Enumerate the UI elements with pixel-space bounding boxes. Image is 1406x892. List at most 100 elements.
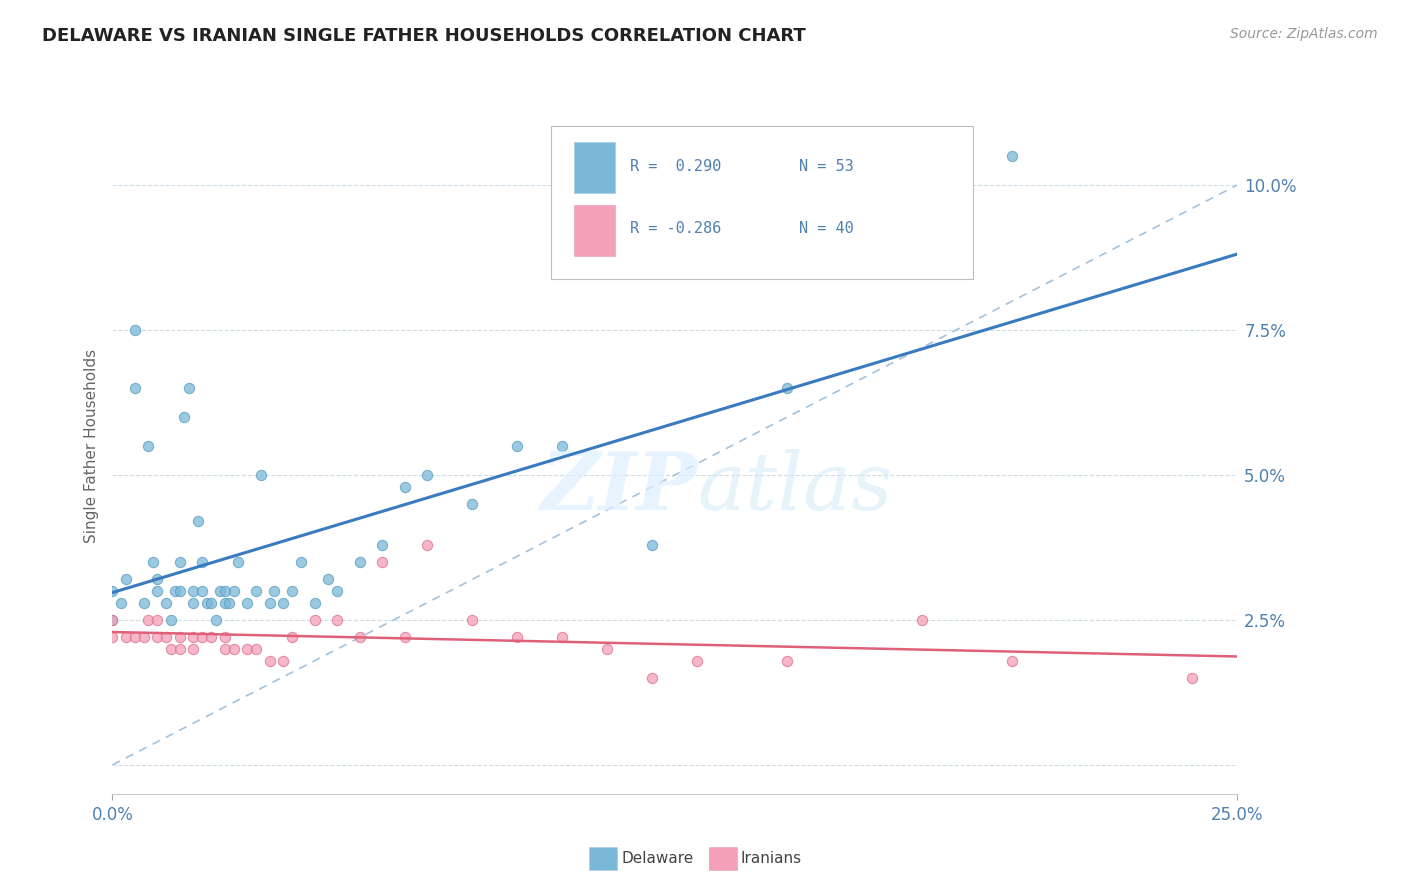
Point bbox=[416, 537, 439, 551]
Point bbox=[1001, 653, 1024, 667]
Point bbox=[160, 613, 183, 627]
Point bbox=[551, 439, 574, 453]
Point bbox=[394, 480, 416, 494]
Point bbox=[304, 613, 326, 627]
Point bbox=[177, 381, 200, 395]
Point bbox=[169, 555, 191, 569]
Point bbox=[461, 497, 484, 511]
Point bbox=[146, 613, 169, 627]
Point bbox=[214, 584, 236, 599]
Point bbox=[155, 630, 177, 644]
Point bbox=[641, 537, 664, 551]
Point bbox=[641, 671, 664, 685]
Point bbox=[222, 584, 245, 599]
Point bbox=[394, 630, 416, 644]
Point bbox=[349, 555, 371, 569]
Point bbox=[200, 630, 222, 644]
Point bbox=[101, 584, 124, 599]
Point bbox=[1181, 671, 1204, 685]
Point bbox=[461, 613, 484, 627]
Point bbox=[191, 630, 214, 644]
Text: atlas: atlas bbox=[697, 449, 893, 526]
Point bbox=[218, 596, 240, 610]
Point bbox=[214, 630, 236, 644]
Point bbox=[191, 555, 214, 569]
Point bbox=[273, 653, 295, 667]
Point bbox=[273, 596, 295, 610]
Point bbox=[124, 630, 146, 644]
Point bbox=[371, 537, 394, 551]
Point bbox=[183, 630, 205, 644]
Point bbox=[209, 584, 232, 599]
Point bbox=[191, 584, 214, 599]
Point bbox=[686, 653, 709, 667]
Point bbox=[195, 596, 218, 610]
Point bbox=[169, 630, 191, 644]
Point bbox=[124, 381, 146, 395]
Point bbox=[110, 596, 132, 610]
Point bbox=[506, 630, 529, 644]
Point bbox=[259, 653, 281, 667]
Point bbox=[183, 596, 205, 610]
Point bbox=[259, 596, 281, 610]
Text: Source: ZipAtlas.com: Source: ZipAtlas.com bbox=[1230, 27, 1378, 41]
Point bbox=[187, 514, 209, 528]
Point bbox=[911, 613, 934, 627]
Point bbox=[214, 642, 236, 657]
FancyBboxPatch shape bbox=[551, 126, 973, 279]
Point bbox=[506, 439, 529, 453]
Point bbox=[146, 630, 169, 644]
Point bbox=[263, 584, 285, 599]
Point bbox=[155, 596, 177, 610]
Point bbox=[349, 630, 371, 644]
Point bbox=[205, 613, 228, 627]
Point bbox=[551, 630, 574, 644]
Point bbox=[236, 642, 259, 657]
Point bbox=[165, 584, 187, 599]
Point bbox=[142, 555, 165, 569]
Point bbox=[371, 555, 394, 569]
Point bbox=[101, 613, 124, 627]
Point bbox=[183, 584, 205, 599]
Point bbox=[115, 630, 138, 644]
Point bbox=[776, 653, 799, 667]
Point bbox=[124, 323, 146, 337]
Point bbox=[250, 467, 273, 482]
Point bbox=[169, 584, 191, 599]
Point bbox=[138, 439, 160, 453]
Point bbox=[146, 584, 169, 599]
Point bbox=[326, 584, 349, 599]
Point bbox=[183, 642, 205, 657]
Point bbox=[169, 642, 191, 657]
Text: Delaware: Delaware bbox=[621, 851, 693, 865]
Point bbox=[290, 555, 312, 569]
Point bbox=[228, 555, 250, 569]
Y-axis label: Single Father Households: Single Father Households bbox=[83, 349, 98, 543]
Point bbox=[101, 613, 124, 627]
Text: R = -0.286: R = -0.286 bbox=[630, 221, 721, 236]
Point bbox=[245, 584, 267, 599]
Point bbox=[281, 584, 304, 599]
Point bbox=[1001, 149, 1024, 163]
Point bbox=[146, 573, 169, 587]
Point bbox=[132, 630, 155, 644]
Point bbox=[222, 642, 245, 657]
Point bbox=[115, 573, 138, 587]
Text: N = 40: N = 40 bbox=[799, 221, 853, 236]
Text: Iranians: Iranians bbox=[741, 851, 801, 865]
Point bbox=[236, 596, 259, 610]
Point bbox=[776, 381, 799, 395]
Point bbox=[200, 596, 222, 610]
Point bbox=[138, 613, 160, 627]
Point bbox=[304, 596, 326, 610]
Point bbox=[596, 642, 619, 657]
Point bbox=[416, 467, 439, 482]
Point bbox=[101, 630, 124, 644]
Point bbox=[318, 573, 340, 587]
Point bbox=[160, 642, 183, 657]
Text: DELAWARE VS IRANIAN SINGLE FATHER HOUSEHOLDS CORRELATION CHART: DELAWARE VS IRANIAN SINGLE FATHER HOUSEH… bbox=[42, 27, 806, 45]
FancyBboxPatch shape bbox=[574, 204, 616, 256]
Text: ZIP: ZIP bbox=[540, 449, 697, 526]
Point bbox=[281, 630, 304, 644]
Point bbox=[245, 642, 267, 657]
